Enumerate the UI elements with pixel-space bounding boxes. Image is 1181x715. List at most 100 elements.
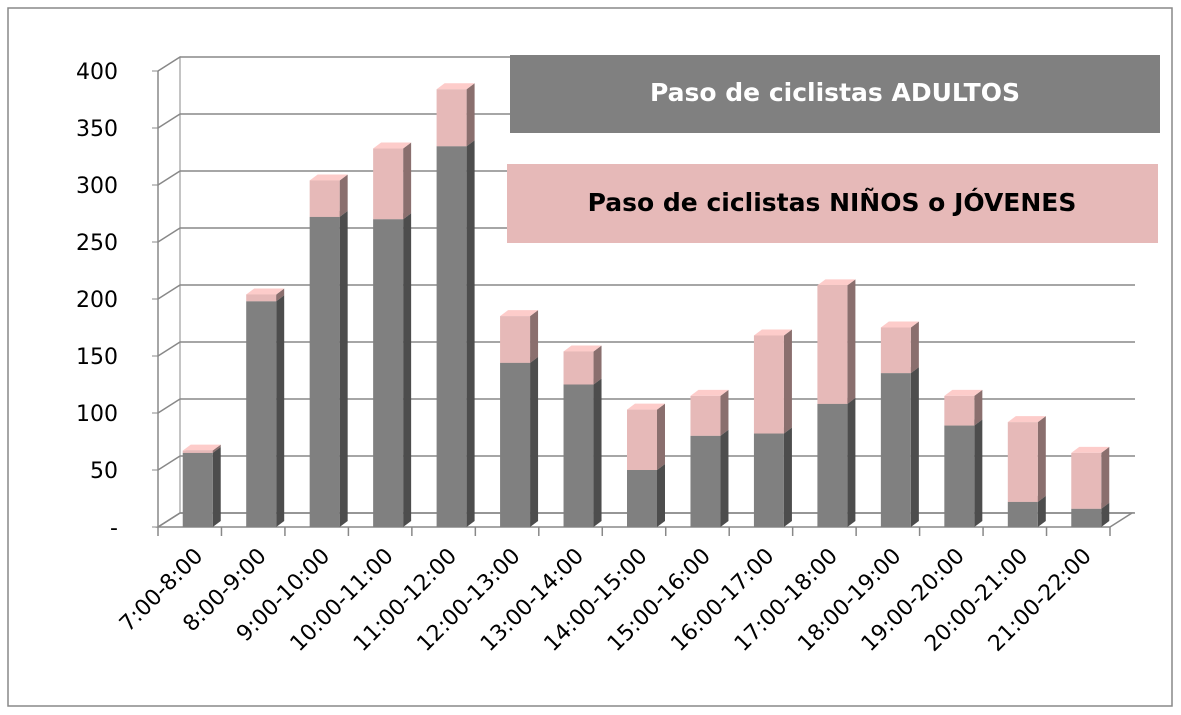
bar-top: [944, 389, 983, 396]
bar: [500, 362, 531, 527]
bar-segment: [373, 213, 412, 527]
bar-segment: [753, 427, 792, 527]
bar: [309, 216, 340, 528]
bar: [690, 395, 721, 436]
bar: [246, 294, 277, 302]
legend-box: [510, 55, 1160, 133]
bar: [246, 301, 277, 527]
bar-side: [466, 140, 475, 528]
bar-segment: [182, 444, 221, 453]
bar-side: [910, 367, 919, 527]
bar-side: [720, 429, 729, 527]
bar-segment: [436, 83, 475, 147]
bar-segment: [309, 210, 348, 528]
bar-segment: [627, 464, 665, 527]
legend-label: Paso de ciclistas ADULTOS: [650, 78, 1020, 107]
bar: [309, 180, 340, 217]
bar: [563, 384, 594, 527]
legend-box: [507, 164, 1158, 243]
grid-line: [157, 455, 1135, 471]
bar: [182, 452, 213, 527]
bar-side: [276, 288, 285, 302]
bar-segment: [246, 288, 285, 302]
bar-side: [593, 345, 602, 385]
grid-line: [157, 284, 1135, 300]
y-tick-label: 100: [76, 402, 118, 427]
bar-side: [910, 321, 919, 374]
bar: [373, 148, 404, 220]
bar-side: [276, 295, 285, 527]
bar: [627, 409, 657, 470]
bar-side: [1101, 446, 1110, 509]
bar: [753, 433, 784, 527]
bar-side: [212, 444, 221, 453]
y-tick-label: -: [110, 516, 118, 541]
bar-top: [436, 83, 475, 90]
bar: [1007, 422, 1038, 502]
bar-top: [880, 321, 919, 328]
bar-segment: [817, 397, 856, 527]
bar-segment: [627, 403, 665, 470]
y-tick-label: 50: [90, 459, 118, 484]
bar-top: [1071, 446, 1110, 453]
bar-top: [817, 279, 856, 286]
bar: [436, 89, 467, 147]
bar: [1071, 452, 1102, 509]
bar: [817, 403, 848, 527]
bar-side: [783, 329, 792, 434]
bar-side: [466, 83, 475, 147]
bar-side: [1037, 416, 1046, 502]
bar-side: [1101, 502, 1110, 527]
bar-side: [783, 427, 792, 527]
bar: [1007, 501, 1038, 527]
bar-top: [627, 403, 665, 410]
bar-segment: [309, 174, 348, 217]
bar: [436, 146, 467, 528]
bar-top: [753, 329, 792, 336]
bar-segment: [880, 367, 919, 527]
bar: [753, 335, 784, 434]
bar-segment: [690, 429, 729, 527]
bar-side: [530, 356, 539, 527]
bar-top: [309, 174, 348, 181]
bar-side: [212, 446, 221, 527]
bar-top: [690, 389, 729, 396]
bar-top: [563, 345, 602, 352]
y-tick-label: 400: [76, 60, 118, 85]
bar-top: [500, 310, 539, 317]
y-tick-label: 150: [76, 345, 118, 370]
y-tick-label: 250: [76, 231, 118, 256]
bar-side: [974, 389, 983, 426]
bar-side: [339, 174, 348, 217]
bar-segment: [500, 310, 539, 363]
bar: [373, 219, 404, 527]
bar-top: [1007, 416, 1046, 423]
bar: [880, 327, 911, 374]
bar-side: [657, 464, 665, 527]
bar-top: [373, 142, 412, 149]
bar-side: [657, 403, 665, 470]
bar-segment: [753, 329, 792, 434]
bar-side: [339, 210, 348, 528]
bar-side: [974, 419, 983, 527]
bar-segment: [817, 279, 856, 404]
bar: [627, 470, 657, 527]
bar: [880, 373, 911, 527]
bar-segment: [690, 389, 729, 436]
bar-segment: [182, 446, 221, 527]
bar-segment: [563, 378, 602, 527]
bar-side: [1037, 495, 1046, 527]
bar: [944, 395, 975, 426]
bar: [500, 316, 531, 363]
bar-segment: [373, 142, 412, 220]
bar-side: [403, 213, 412, 527]
bar-side: [847, 279, 856, 404]
bar-segment: [880, 321, 919, 374]
bar-side: [720, 389, 729, 436]
bar-segment: [1007, 416, 1046, 502]
y-tick-label: 350: [76, 117, 118, 142]
bar: [182, 450, 213, 453]
grid-line: [157, 341, 1135, 357]
bar: [944, 425, 975, 527]
